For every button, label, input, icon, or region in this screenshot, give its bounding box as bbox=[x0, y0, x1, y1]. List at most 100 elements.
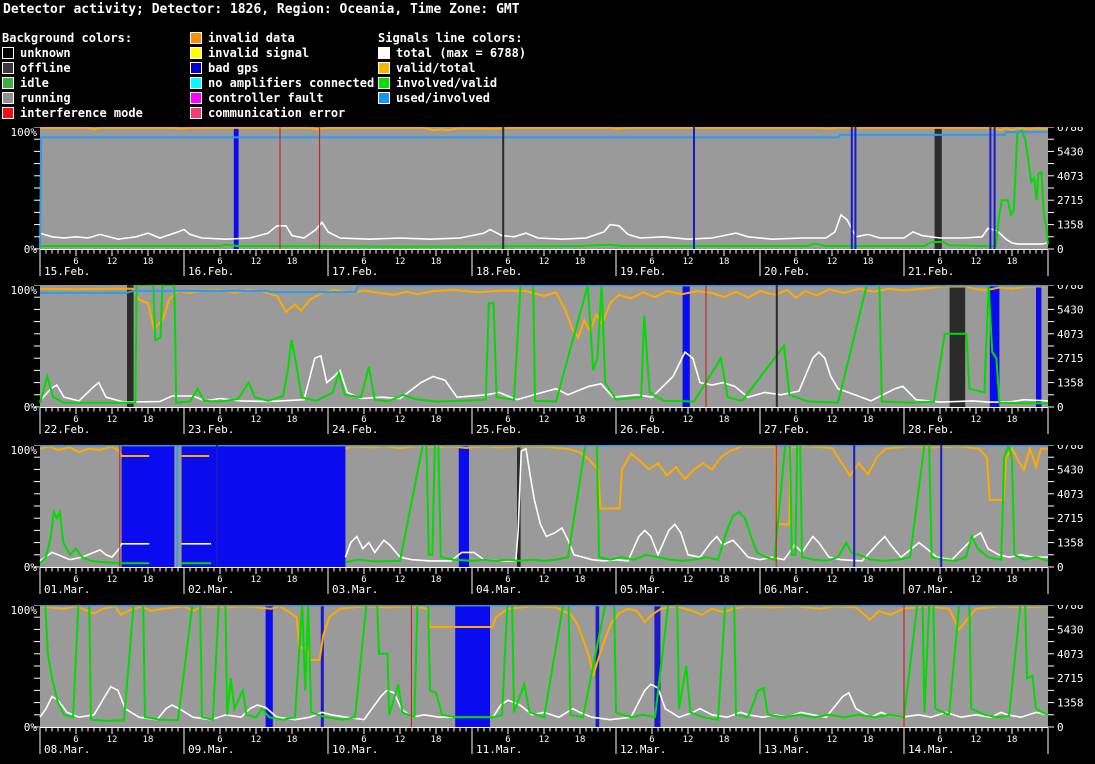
hour-label: 6 bbox=[217, 415, 222, 425]
date-label: 27.Feb. bbox=[764, 423, 810, 435]
hour-label: 6 bbox=[793, 415, 798, 425]
right-axis-label: 0 bbox=[1057, 401, 1064, 414]
hour-label: 6 bbox=[649, 735, 654, 745]
date-label: 24.Feb. bbox=[332, 423, 378, 435]
legend-flag-item-controller-fault-label: controller fault bbox=[208, 90, 324, 105]
hour-label: 6 bbox=[361, 415, 366, 425]
right-axis-label: 6788 bbox=[1057, 285, 1084, 292]
legend-bg-item-running-swatch bbox=[2, 91, 14, 104]
legend-signal-item-total-max-6788--label: total (max = 6788) bbox=[396, 45, 527, 60]
hour-label: 12 bbox=[683, 575, 694, 585]
hour-label: 18 bbox=[431, 415, 442, 425]
legend-flag-item-invalid-data-swatch bbox=[190, 31, 202, 44]
left-axis-100-label: 100% bbox=[11, 285, 38, 297]
legend-header-signals: Signals line colors: bbox=[378, 30, 526, 45]
hour-label: 6 bbox=[73, 735, 78, 745]
hour-label: 6 bbox=[361, 575, 366, 585]
date-label: 18.Feb. bbox=[476, 265, 522, 277]
legend-signal-item-involved-valid-swatch bbox=[378, 76, 390, 89]
hour-label: 18 bbox=[143, 735, 154, 745]
hour-label: 18 bbox=[431, 257, 442, 267]
legend-bg-item-interference-mode: interference mode bbox=[2, 105, 143, 120]
hour-label: 18 bbox=[719, 735, 730, 745]
date-label: 02.Mar. bbox=[188, 583, 234, 595]
legend-signal-item-total-max-6788--swatch bbox=[378, 46, 390, 59]
date-label: 08.Mar. bbox=[44, 743, 90, 755]
hour-label: 6 bbox=[217, 575, 222, 585]
right-axis-label: 5430 bbox=[1057, 303, 1084, 316]
legend-flag-item-bad-gps-swatch bbox=[190, 61, 202, 74]
legend-bg-item-offline-swatch bbox=[2, 61, 14, 74]
legend-flag-item-invalid-data: invalid data bbox=[190, 30, 374, 45]
legend-flag-item-invalid-signal: invalid signal bbox=[190, 45, 374, 60]
hour-label: 12 bbox=[827, 575, 838, 585]
right-axis-label: 6788 bbox=[1057, 127, 1084, 134]
hour-label: 6 bbox=[937, 257, 942, 267]
right-axis-label: 2715 bbox=[1057, 672, 1084, 685]
right-axis-label: 6788 bbox=[1057, 605, 1084, 612]
date-label: 15.Feb. bbox=[44, 265, 90, 277]
legend-flag-item-controller-fault-swatch bbox=[190, 91, 202, 104]
hour-label: 6 bbox=[793, 575, 798, 585]
hour-label: 12 bbox=[971, 257, 982, 267]
date-label: 22.Feb. bbox=[44, 423, 90, 435]
date-label: 26.Feb. bbox=[620, 423, 666, 435]
hour-label: 18 bbox=[287, 257, 298, 267]
hour-label: 12 bbox=[827, 735, 838, 745]
right-axis-label: 1358 bbox=[1057, 537, 1084, 550]
right-axis-label: 2715 bbox=[1057, 512, 1084, 525]
right-axis-label: 2715 bbox=[1057, 352, 1084, 365]
date-label: 14.Mar. bbox=[908, 743, 954, 755]
legend-header-background: Background colors: bbox=[2, 30, 143, 45]
legend-signal-item-involved-valid-label: involved/valid bbox=[396, 75, 498, 90]
date-label: 11.Mar. bbox=[476, 743, 522, 755]
legend-signal-item-total-max-6788-: total (max = 6788) bbox=[378, 45, 526, 60]
hour-label: 18 bbox=[719, 575, 730, 585]
hour-label: 12 bbox=[683, 257, 694, 267]
hour-label: 12 bbox=[107, 415, 118, 425]
legend-flag-item-no-amplifiers-connected-label: no amplifiers connected bbox=[208, 75, 375, 90]
hour-label: 18 bbox=[863, 257, 874, 267]
right-axis-label: 2715 bbox=[1057, 194, 1084, 207]
hour-label: 18 bbox=[575, 735, 586, 745]
left-axis-0-label: 0% bbox=[24, 721, 38, 734]
hour-label: 12 bbox=[827, 257, 838, 267]
legend-flag-item-no-amplifiers-connected: no amplifiers connected bbox=[190, 75, 374, 90]
hour-label: 12 bbox=[251, 575, 262, 585]
hour-label: 18 bbox=[575, 257, 586, 267]
legend-bg-item-idle: idle bbox=[2, 75, 143, 90]
legend-bg-item-unknown: unknown bbox=[2, 45, 143, 60]
legend-header-background-label: Background colors: bbox=[2, 30, 133, 45]
legend-bg-item-interference-mode-label: interference mode bbox=[20, 105, 143, 120]
hour-label: 12 bbox=[107, 575, 118, 585]
date-label: 10.Mar. bbox=[332, 743, 378, 755]
legend-flag-item-invalid-signal-label: invalid signal bbox=[208, 45, 310, 60]
hour-label: 12 bbox=[971, 415, 982, 425]
hour-label: 12 bbox=[251, 415, 262, 425]
legend-bg-item-running: running bbox=[2, 90, 143, 105]
legend-bg-item-idle-label: idle bbox=[20, 75, 49, 90]
hour-label: 6 bbox=[793, 257, 798, 267]
hour-label: 18 bbox=[431, 735, 442, 745]
hour-label: 6 bbox=[73, 575, 78, 585]
hour-label: 12 bbox=[971, 735, 982, 745]
legend-signal-item-used-involved-swatch bbox=[378, 91, 390, 104]
right-axis-label: 1358 bbox=[1057, 219, 1084, 232]
legend-flag-item-communication-error: communication error bbox=[190, 105, 374, 120]
hour-label: 6 bbox=[217, 735, 222, 745]
right-axis-label: 5430 bbox=[1057, 145, 1084, 158]
hour-label: 12 bbox=[539, 257, 550, 267]
hour-label: 18 bbox=[143, 257, 154, 267]
page-title: Detector activity; Detector: 1826, Regio… bbox=[3, 2, 520, 17]
hour-label: 18 bbox=[287, 415, 298, 425]
date-label: 28.Feb. bbox=[908, 423, 954, 435]
legend-bg-item-running-label: running bbox=[20, 90, 71, 105]
hour-label: 12 bbox=[395, 415, 406, 425]
date-label: 06.Mar. bbox=[764, 583, 810, 595]
legend-bg-item-offline: offline bbox=[2, 60, 143, 75]
left-axis-100-label: 100% bbox=[11, 127, 38, 139]
hour-label: 18 bbox=[863, 735, 874, 745]
hour-label: 12 bbox=[539, 575, 550, 585]
